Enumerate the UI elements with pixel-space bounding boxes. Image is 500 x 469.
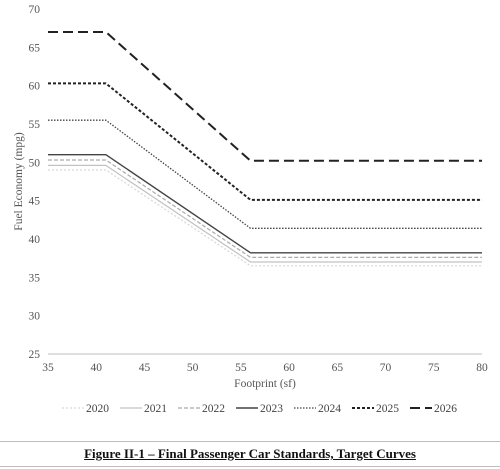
x-tick-label: 60 xyxy=(283,362,295,374)
x-tick-label: 65 xyxy=(332,362,344,374)
x-tick-label: 45 xyxy=(139,362,151,374)
y-tick-label: 65 xyxy=(29,42,41,54)
x-tick-label: 70 xyxy=(380,362,392,374)
caption-rule-bottom xyxy=(0,466,500,467)
x-axis-ticks: 35 40 45 50 55 60 65 70 75 80 xyxy=(42,362,488,374)
y-tick-label: 25 xyxy=(29,349,41,361)
x-tick-label: 55 xyxy=(235,362,247,374)
series-line-2020 xyxy=(48,169,482,267)
series-line-2024 xyxy=(48,119,482,229)
x-tick-label: 50 xyxy=(187,362,199,374)
series-line-2025 xyxy=(48,82,482,201)
x-tick-label: 80 xyxy=(476,362,488,374)
y-axis-title: Fuel Economy (mpg) xyxy=(13,132,25,231)
series-line-2023 xyxy=(48,153,482,254)
legend-label: 2020 xyxy=(86,403,109,415)
legend-label: 2022 xyxy=(202,403,225,415)
y-tick-label: 60 xyxy=(29,81,41,93)
legend-label: 2024 xyxy=(318,403,341,415)
y-tick-label: 35 xyxy=(29,272,41,284)
y-tick-label: 45 xyxy=(29,196,41,208)
series-line-2026 xyxy=(48,31,482,162)
legend: 2020 2021 2022 2023 2024 2025 2026 xyxy=(62,403,457,415)
y-tick-label: 50 xyxy=(29,157,41,169)
series-line-2021 xyxy=(48,164,482,263)
y-tick-label: 55 xyxy=(29,119,41,131)
y-axis-ticks: 25 30 35 40 45 50 55 60 65 70 xyxy=(29,4,41,361)
x-tick-label: 75 xyxy=(428,362,440,374)
x-tick-label: 40 xyxy=(90,362,102,374)
legend-label: 2023 xyxy=(260,403,283,415)
caption-rule-top xyxy=(0,441,500,442)
x-axis-title: Footprint (sf) xyxy=(234,378,296,390)
chart: 25 30 35 40 45 50 55 60 65 70 35 40 45 50 55 60 65 70 75 8… xyxy=(13,4,488,415)
series-lines xyxy=(48,31,482,267)
series-line-2022 xyxy=(48,159,482,258)
legend-label: 2026 xyxy=(434,403,457,415)
figure-caption: Figure II-1 – Final Passenger Car Standa… xyxy=(84,446,416,461)
y-tick-label: 40 xyxy=(29,234,41,246)
legend-label: 2025 xyxy=(376,403,399,415)
y-tick-label: 70 xyxy=(29,4,41,16)
x-tick-label: 35 xyxy=(42,362,54,374)
legend-label: 2021 xyxy=(144,403,167,415)
y-tick-label: 30 xyxy=(29,311,41,323)
